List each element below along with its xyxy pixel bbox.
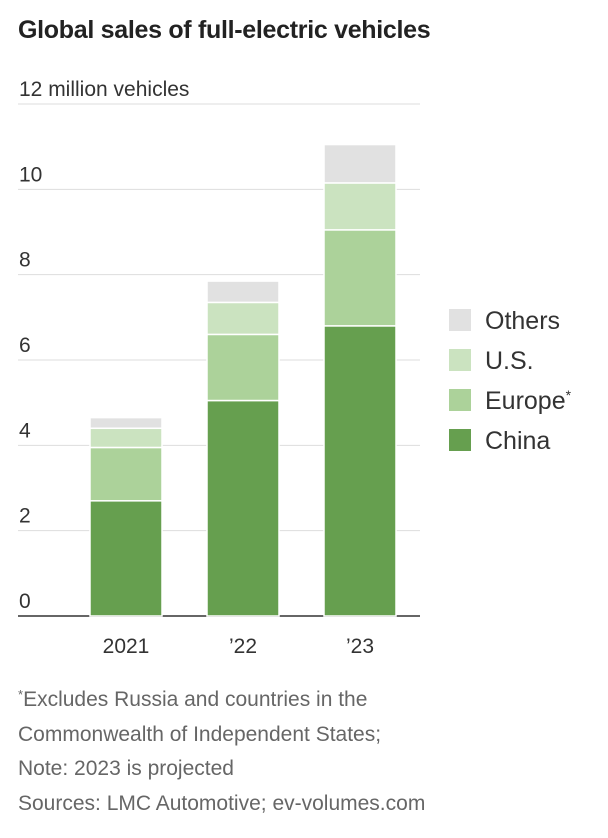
footnote-note: Note: 2023 is projected <box>18 757 234 780</box>
legend-swatch-china <box>449 429 471 451</box>
footnote-marker: * <box>18 687 24 702</box>
bar-segment-europe <box>323 229 397 327</box>
chart-title: Global sales of full-electric vehicles <box>18 16 431 44</box>
legend-label-china: China <box>485 427 550 455</box>
legend-swatch-others <box>449 309 471 331</box>
x-tick-label: 2021 <box>103 635 150 658</box>
y-tick-label: 2 <box>19 505 31 528</box>
y-tick-label: 4 <box>19 419 31 442</box>
legend-label-others: Others <box>485 307 560 335</box>
footnote: *Excludes Russia and countries in the Co… <box>18 678 598 821</box>
footnote-sources: Sources: LMC Automotive; ev-volumes.com <box>18 791 426 815</box>
bar-segment-us <box>323 182 397 231</box>
y-tick-label: 10 <box>19 163 42 186</box>
legend: Others U.S. Europe* China <box>449 307 572 455</box>
legend-swatch-us <box>449 349 471 371</box>
legend-footnote-marker: * <box>566 387 572 403</box>
footnote-exclusion: *Excludes Russia and countries in the <box>18 678 598 718</box>
bars <box>89 143 397 617</box>
x-tick-label: ’23 <box>346 635 374 658</box>
footnote-line-2: Commonwealth of Independent States; <box>18 722 382 746</box>
x-tick-label: ’22 <box>229 635 257 658</box>
bar-segment-others <box>89 416 163 430</box>
legend-label-us: U.S. <box>485 347 534 375</box>
stacked-bar-chart: 0 2 4 6 8 10 12 million vehicles 2021 ’22 ’23 Oth… <box>18 78 572 658</box>
tick-labels: 0 2 4 6 8 10 12 million vehicles 2021 ’22 ’23 <box>19 78 374 658</box>
footnote-line-1: Excludes Russia and countries in the <box>23 688 368 711</box>
legend-swatch-europe <box>449 389 471 411</box>
bar-segment-us <box>89 427 163 449</box>
bar-segment-others <box>323 143 397 184</box>
bar-segment-others <box>206 280 280 304</box>
legend-label-europe: Europe* <box>485 387 572 415</box>
y-tick-label: 6 <box>19 334 31 357</box>
bar-segment-china <box>206 399 280 617</box>
bar-segment-europe <box>206 333 280 402</box>
y-tick-label: 0 <box>19 590 31 613</box>
y-tick-label: 8 <box>19 249 31 272</box>
y-tick-label: 12 million vehicles <box>19 78 189 101</box>
bar-segment-us <box>206 301 280 336</box>
bar-segment-china <box>89 500 163 617</box>
bar-segment-europe <box>89 446 163 502</box>
bar-segment-china <box>323 325 397 617</box>
